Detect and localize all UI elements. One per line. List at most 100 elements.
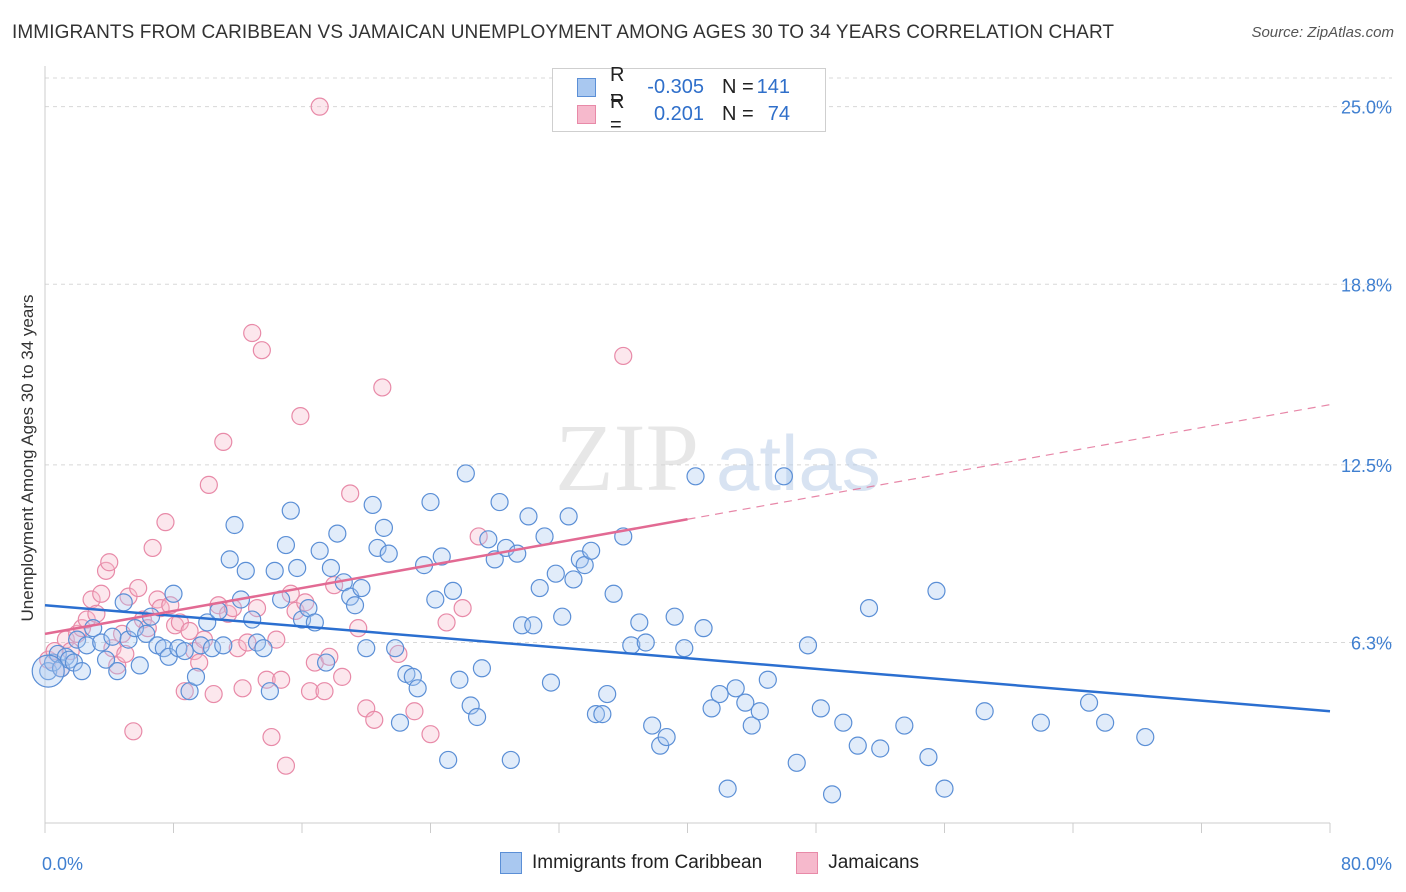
caribbean-point <box>96 650 116 669</box>
caribbean-point <box>586 705 606 724</box>
jamaicans-point <box>247 598 267 618</box>
caribbean-point <box>798 636 818 655</box>
caribbean-point <box>490 492 509 512</box>
caribbean-point <box>686 467 705 486</box>
caribbean-point <box>774 467 793 486</box>
caribbean-point <box>125 619 145 638</box>
y-tick-label: 25.0% <box>1341 98 1392 118</box>
caribbean-point <box>541 673 561 692</box>
jamaicans-point <box>129 578 148 598</box>
caribbean-point <box>501 750 520 770</box>
caribbean-point <box>265 561 284 580</box>
legend-n-label: N = <box>722 75 754 98</box>
caribbean-point <box>191 636 210 655</box>
caribbean-point <box>114 593 133 612</box>
caribbean-point <box>119 630 138 649</box>
trend-lines <box>44 404 1331 713</box>
legend-r-label: R = <box>610 64 625 109</box>
series-legend-jamaicans[interactable]: Jamaicans <box>796 852 919 874</box>
caribbean-point <box>472 659 491 678</box>
jamaicans-point <box>156 513 175 532</box>
caribbean-point <box>636 633 655 652</box>
caribbean-point <box>1031 713 1050 732</box>
legend-n-value: 74 <box>767 102 790 125</box>
caribbean-point <box>137 624 156 643</box>
caribbean-point <box>288 558 307 578</box>
caribbean-point <box>598 684 617 704</box>
caribbean-point <box>202 639 222 658</box>
jamaicans-point <box>333 667 352 686</box>
caribbean-point <box>103 627 122 646</box>
jamaicans-point <box>373 378 392 397</box>
caribbean-point <box>643 716 662 735</box>
caribbean-point <box>1096 713 1115 732</box>
caribbean-point <box>352 578 371 598</box>
jamaicans-point <box>143 538 162 558</box>
caribbean-point <box>432 547 451 566</box>
caribbean-point <box>535 527 554 546</box>
watermark-atlas: atlas <box>716 419 881 507</box>
caribbean-point <box>456 464 475 483</box>
tick-labels: 6.3% 12.5% 18.8% 25.0% 0.0% 80.0% <box>42 98 1392 874</box>
caribbean-point <box>220 550 239 569</box>
chart-title: IMMIGRANTS FROM CARIBBEAN VS JAMAICAN UN… <box>12 22 1115 43</box>
caribbean-point <box>895 716 914 735</box>
caribbean-point <box>390 713 410 732</box>
caribbean-point <box>130 656 149 675</box>
jamaicans-point <box>92 584 111 603</box>
watermark: ZIP atlas <box>555 404 881 511</box>
jamaicans-point <box>365 710 384 729</box>
jamaicans-point <box>199 475 218 494</box>
caribbean-point <box>630 613 649 632</box>
caribbean-point <box>243 610 262 629</box>
caribbean-point <box>154 639 173 658</box>
caribbean-point <box>1079 693 1099 712</box>
jamaicans-point <box>272 670 291 689</box>
caribbean-point <box>254 639 273 658</box>
series-swatch-caribbean <box>500 852 522 874</box>
jamaicans-point <box>243 323 262 343</box>
jamaicans-point <box>214 432 233 452</box>
jamaicans-point <box>310 97 329 116</box>
caribbean-point <box>927 581 946 601</box>
caribbean-point <box>604 584 623 603</box>
caribbean-point <box>975 702 994 721</box>
y-tick-label: 12.5% <box>1341 456 1392 476</box>
caribbean-point <box>718 779 737 798</box>
jamaicans-point <box>405 702 424 721</box>
caribbean-point <box>328 524 347 543</box>
x-tick-label-max: 80.0% <box>1341 854 1392 874</box>
caribbean-point <box>164 584 183 603</box>
x-tick-label-min: 0.0% <box>42 854 83 874</box>
legend-r-label: R = <box>610 91 625 136</box>
jamaicans-point <box>267 630 286 649</box>
caribbean-point <box>553 607 572 626</box>
jamaicans-point <box>349 619 368 638</box>
caribbean-point <box>345 596 365 615</box>
caribbean-point <box>59 650 79 669</box>
series-legend-caribbean[interactable]: Immigrants from Caribbean <box>500 852 762 874</box>
jamaicans-point <box>204 684 223 704</box>
jamaicans-point <box>291 407 310 426</box>
caribbean-point <box>467 707 487 727</box>
caribbean-point <box>859 598 879 618</box>
caribbean-point <box>935 779 954 798</box>
caribbean-point <box>72 662 92 681</box>
caribbean-point <box>657 727 676 747</box>
legend-row-jamaicans: R = 0.201 N = 74 <box>577 91 790 136</box>
caribbean-point <box>225 515 244 535</box>
axes <box>44 66 1331 833</box>
caribbean-point <box>214 636 233 655</box>
caribbean-point <box>310 541 329 560</box>
caribbean-point <box>77 636 96 655</box>
caribbean-point <box>281 501 300 520</box>
jamaicans-point <box>389 644 408 664</box>
caribbean-point <box>386 639 405 658</box>
caribbean-point <box>368 538 387 558</box>
caribbean-point <box>426 590 445 609</box>
series-label-jamaicans: Jamaicans <box>828 852 920 873</box>
caribbean-point <box>374 518 394 537</box>
jamaicans-point <box>175 682 194 701</box>
caribbean-point <box>758 670 777 689</box>
caribbean-point <box>530 578 549 598</box>
